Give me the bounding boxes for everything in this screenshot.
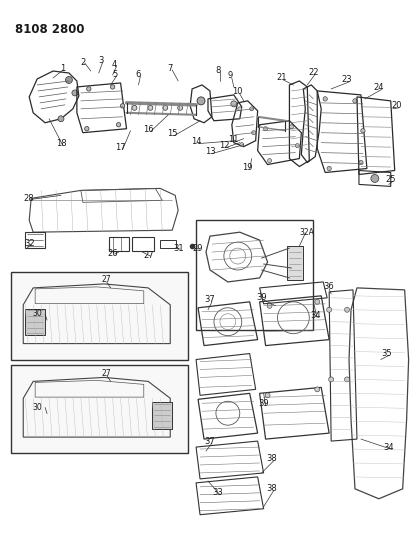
Text: 19: 19 — [242, 163, 253, 172]
Text: 6: 6 — [136, 69, 141, 78]
Circle shape — [87, 87, 91, 91]
Circle shape — [315, 300, 320, 304]
Text: 28: 28 — [24, 194, 35, 203]
Text: 30: 30 — [32, 403, 42, 412]
Circle shape — [238, 107, 242, 111]
Circle shape — [116, 123, 121, 127]
Text: 27: 27 — [102, 369, 111, 378]
Circle shape — [265, 393, 270, 398]
Circle shape — [163, 106, 168, 110]
Text: 2: 2 — [80, 58, 85, 67]
Text: 33: 33 — [212, 488, 223, 497]
Circle shape — [353, 99, 357, 103]
Bar — [287, 246, 303, 280]
Text: 32: 32 — [24, 239, 35, 248]
Text: 9: 9 — [227, 71, 233, 80]
Text: 24: 24 — [374, 84, 384, 92]
Bar — [25, 232, 45, 248]
Circle shape — [263, 127, 268, 131]
Bar — [152, 402, 172, 429]
Text: 38: 38 — [266, 455, 277, 464]
Text: 39: 39 — [256, 293, 267, 302]
Circle shape — [268, 158, 272, 163]
Text: 16: 16 — [143, 125, 154, 134]
Text: 21: 21 — [276, 74, 287, 83]
Text: 1: 1 — [60, 63, 66, 72]
Text: 14: 14 — [191, 137, 201, 146]
Text: 8: 8 — [215, 66, 221, 75]
Circle shape — [359, 160, 363, 165]
Circle shape — [344, 377, 349, 382]
Text: 32A: 32A — [300, 228, 315, 237]
Text: 12: 12 — [219, 141, 229, 150]
Circle shape — [132, 106, 137, 110]
Circle shape — [323, 96, 328, 101]
Text: 37: 37 — [205, 437, 215, 446]
Circle shape — [178, 106, 182, 110]
Bar — [12, 366, 188, 453]
Circle shape — [327, 308, 332, 312]
Text: 34: 34 — [383, 442, 394, 451]
Circle shape — [250, 107, 254, 111]
Circle shape — [252, 131, 256, 135]
Circle shape — [315, 387, 320, 392]
Text: 27: 27 — [143, 251, 154, 260]
Text: 4: 4 — [112, 60, 117, 69]
Text: 34: 34 — [310, 311, 321, 320]
Circle shape — [371, 174, 379, 182]
Circle shape — [111, 85, 115, 89]
Text: 27: 27 — [102, 276, 111, 285]
Circle shape — [148, 106, 153, 110]
Text: 11: 11 — [229, 135, 239, 144]
Circle shape — [361, 128, 365, 133]
Text: 17: 17 — [115, 143, 126, 152]
Text: 8108 2800: 8108 2800 — [15, 23, 85, 36]
Bar — [160, 240, 176, 248]
Circle shape — [65, 77, 72, 84]
Text: 38: 38 — [266, 484, 277, 494]
Text: 7: 7 — [168, 63, 173, 72]
Circle shape — [231, 101, 237, 107]
Text: 3: 3 — [98, 55, 104, 64]
Circle shape — [327, 166, 331, 171]
Text: 5: 5 — [112, 69, 117, 78]
Text: 26: 26 — [107, 248, 118, 257]
Text: 25: 25 — [386, 175, 396, 184]
Text: 23: 23 — [342, 76, 352, 84]
Circle shape — [344, 308, 349, 312]
Circle shape — [296, 144, 299, 148]
Bar — [25, 309, 45, 335]
Text: 10: 10 — [233, 87, 243, 96]
Text: 39: 39 — [258, 399, 269, 408]
Circle shape — [72, 90, 78, 96]
Circle shape — [85, 126, 89, 131]
Text: 13: 13 — [205, 147, 215, 156]
Text: 30: 30 — [32, 310, 42, 319]
Text: 29: 29 — [193, 244, 203, 253]
Text: 37: 37 — [205, 295, 215, 304]
Bar — [132, 237, 155, 251]
Circle shape — [329, 377, 334, 382]
Text: 36: 36 — [324, 282, 335, 292]
Circle shape — [267, 303, 272, 308]
Text: 35: 35 — [381, 349, 392, 358]
Circle shape — [197, 97, 205, 105]
Text: 20: 20 — [391, 101, 402, 110]
Text: 15: 15 — [167, 129, 178, 138]
Bar — [196, 220, 313, 330]
Circle shape — [289, 125, 293, 129]
Text: 31: 31 — [173, 244, 183, 253]
Circle shape — [240, 143, 244, 147]
Bar — [109, 237, 129, 251]
Text: 22: 22 — [308, 68, 319, 77]
Circle shape — [58, 116, 64, 122]
Text: 18: 18 — [55, 139, 66, 148]
Bar — [12, 272, 188, 360]
Circle shape — [120, 103, 125, 108]
